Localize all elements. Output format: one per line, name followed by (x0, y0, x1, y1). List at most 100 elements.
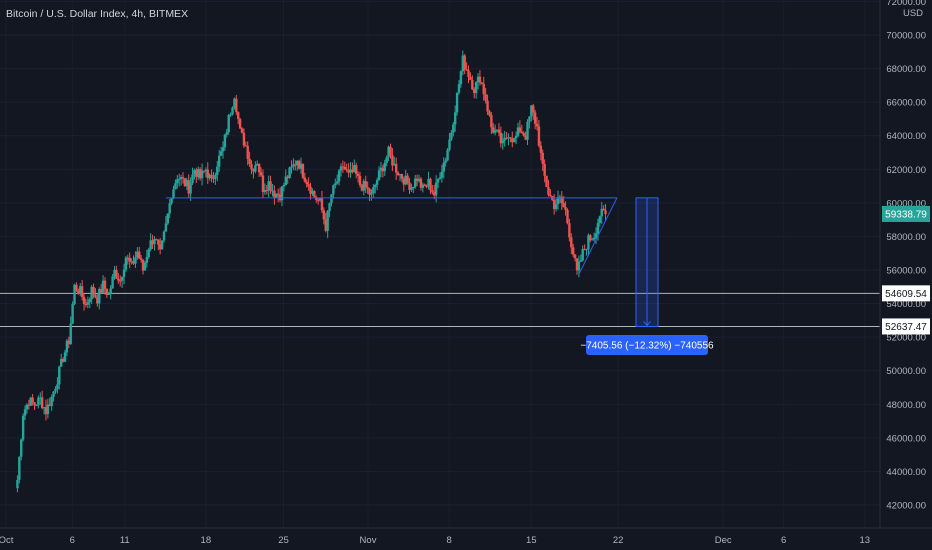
candle-body (256, 164, 259, 166)
candle-body (537, 126, 541, 146)
candle-body (339, 166, 343, 171)
candle-body (284, 176, 287, 185)
candle-body (139, 258, 143, 260)
y-tick-label: 64000.00 (886, 131, 926, 142)
candle-body (158, 244, 162, 250)
candle-body (58, 366, 61, 385)
candle-body (400, 173, 404, 179)
candle-body (172, 189, 175, 199)
candle-body (562, 203, 565, 208)
trendline-rising-line[interactable] (578, 197, 618, 274)
candle-body (238, 119, 242, 129)
candle-body (115, 269, 118, 279)
candle-body (602, 208, 605, 211)
candle-body (138, 251, 141, 259)
candle-body (157, 239, 160, 245)
candle-body (267, 181, 270, 191)
candle-body (296, 160, 299, 166)
candle-body (101, 280, 105, 293)
candle-body (564, 207, 567, 210)
candle-body (353, 165, 356, 173)
candle-body (117, 278, 120, 281)
x-tick-label: 13 (859, 535, 870, 546)
candle-body (179, 177, 183, 179)
candle-body (187, 180, 190, 194)
arrow-down-icon (643, 321, 651, 327)
candle-body (404, 175, 407, 185)
candle-body (446, 149, 449, 161)
candle-body (393, 163, 396, 166)
candle-body (410, 187, 413, 190)
candle-body (181, 177, 185, 179)
candle-body (271, 190, 274, 192)
candle-body (345, 169, 348, 171)
candle-body (257, 164, 261, 173)
candle-body (227, 115, 230, 133)
candle-body (334, 183, 337, 186)
candle-body (497, 129, 501, 133)
candle-body (16, 479, 19, 489)
x-tick-label: 8 (446, 535, 451, 546)
candle-body (231, 107, 234, 115)
candle-body (320, 198, 324, 211)
candle-body (383, 162, 386, 172)
candle-body (556, 197, 560, 205)
candle-body (520, 131, 524, 133)
candle-body (153, 239, 156, 245)
candle-body (543, 163, 546, 176)
candle-body (450, 132, 453, 140)
candle-body (370, 193, 373, 195)
x-tick-label: 25 (278, 535, 289, 546)
y-tick-label: 42000.00 (886, 501, 926, 512)
candle-body (372, 187, 375, 194)
candle-body (18, 456, 21, 480)
candle-body (568, 223, 571, 238)
candle-body (324, 219, 327, 231)
candle-body (514, 135, 518, 139)
candle-body (558, 196, 562, 198)
candle-body (421, 184, 425, 188)
candle-body (204, 169, 208, 172)
y-tick-label: 66000.00 (886, 98, 926, 109)
candle-body (396, 172, 400, 176)
candle-body (235, 98, 238, 113)
candle-body (471, 79, 474, 90)
candle-body (414, 178, 417, 187)
x-tick-label: Oct (0, 535, 14, 546)
y-tick-label: 60000.00 (886, 198, 926, 209)
candle-body (313, 191, 316, 197)
candle-body (170, 198, 173, 204)
candle-body (242, 132, 246, 146)
candle-body (473, 89, 476, 94)
candle-body (316, 199, 320, 201)
candle-body (178, 178, 181, 180)
candle-body (482, 83, 485, 95)
candle-body (191, 174, 194, 184)
candle-body (160, 240, 164, 250)
x-tick-label: Nov (360, 535, 377, 546)
y-tick-label: 46000.00 (886, 433, 926, 444)
level-price-badge (882, 285, 930, 302)
candle-body (575, 258, 579, 271)
candle-body (109, 288, 112, 294)
candle-body (189, 183, 192, 194)
candle-body (379, 167, 383, 171)
current-price-badge (882, 205, 930, 222)
candle-body (168, 203, 171, 214)
candle-body (145, 257, 149, 263)
candle-body (518, 127, 522, 132)
candle-body (351, 169, 354, 173)
candle-body (143, 262, 147, 271)
x-tick-label: 18 (201, 535, 212, 546)
candle-body (212, 178, 215, 180)
candle-body (391, 155, 394, 166)
candle-body (126, 257, 130, 259)
candle-body (299, 163, 303, 169)
candle-body (96, 297, 99, 304)
candle-body (476, 76, 480, 83)
candle-body (290, 166, 293, 168)
chart-title: Bitcoin / U.S. Dollar Index, 4h, BITMEX (6, 8, 189, 20)
candle-body (77, 291, 80, 295)
y-tick-label: 70000.00 (886, 31, 926, 42)
